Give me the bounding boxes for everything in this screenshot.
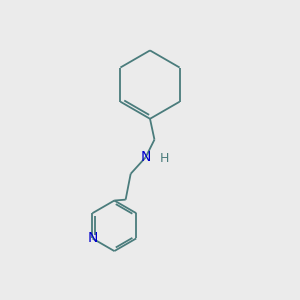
Text: N: N (87, 231, 98, 245)
Text: N: N (140, 150, 151, 164)
Text: H: H (160, 152, 169, 165)
